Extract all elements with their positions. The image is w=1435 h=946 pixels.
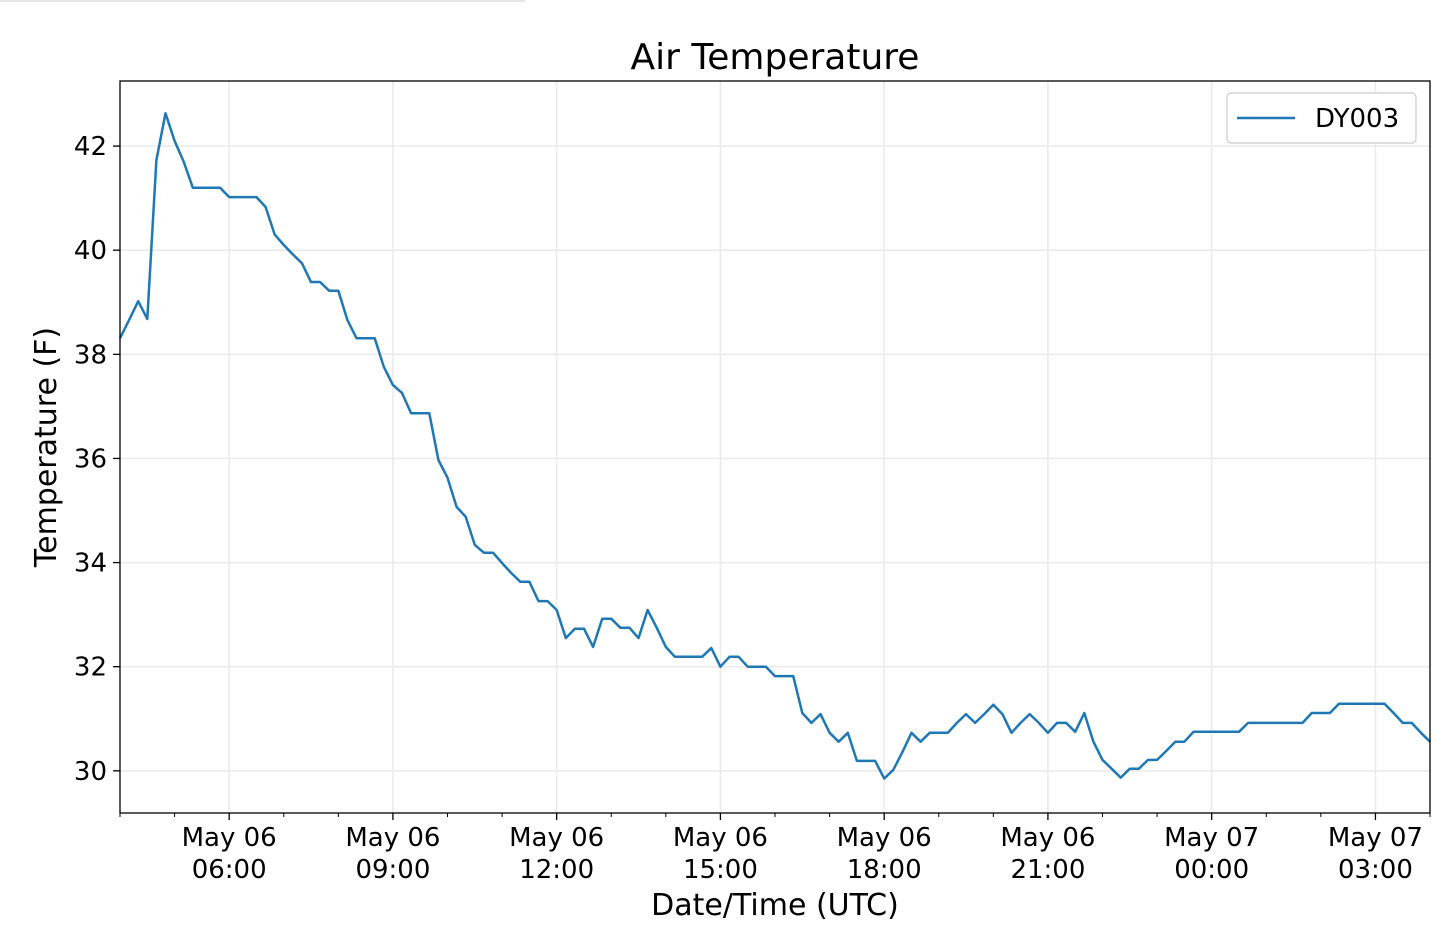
y-tick-label: 32	[74, 653, 107, 683]
x-tick-label-time: 18:00	[847, 855, 922, 885]
x-tick-label-time: 15:00	[683, 855, 758, 885]
chart-title: Air Temperature	[631, 37, 920, 78]
x-tick-label-time: 21:00	[1010, 855, 1085, 885]
x-tick-label-time: 00:00	[1174, 855, 1249, 885]
x-tick-label-date: May 07	[1164, 823, 1259, 853]
y-tick-label: 42	[74, 132, 107, 162]
x-tick-label-time: 06:00	[192, 855, 267, 885]
x-tick-label-date: May 06	[345, 823, 440, 853]
plot-frame	[119, 80, 1431, 814]
y-tick-label: 36	[74, 444, 107, 474]
x-tick-label-date: May 06	[837, 823, 932, 853]
window-top-edge	[0, 0, 525, 2]
series-layer	[118, 112, 1431, 780]
x-tick-label-date: May 06	[673, 823, 768, 853]
x-tick-label-time: 03:00	[1338, 855, 1413, 885]
x-tick-label-date: May 07	[1328, 823, 1423, 853]
x-tick-label-date: May 06	[509, 823, 604, 853]
y-tick-label: 34	[74, 549, 107, 579]
x-axis-label: Date/Time (UTC)	[651, 888, 899, 923]
y-axis-label: Temperature (F)	[29, 327, 64, 568]
grid-lines	[120, 81, 1430, 813]
legend: DY003	[1226, 92, 1417, 144]
x-tick-label-date: May 06	[182, 823, 277, 853]
x-tick-label-time: 09:00	[355, 855, 430, 885]
y-axis: 30 32 34 36 38 40 42	[74, 132, 120, 787]
y-tick-label: 40	[74, 236, 107, 266]
x-tick-label-time: 12:00	[519, 855, 594, 885]
series-line-dy003	[118, 112, 1431, 780]
legend-box	[1226, 92, 1417, 144]
legend-label-dy003: DY003	[1315, 104, 1399, 134]
x-tick-label-date: May 06	[1000, 823, 1095, 853]
y-tick-label: 30	[74, 757, 107, 787]
y-tick-label: 38	[74, 340, 107, 370]
